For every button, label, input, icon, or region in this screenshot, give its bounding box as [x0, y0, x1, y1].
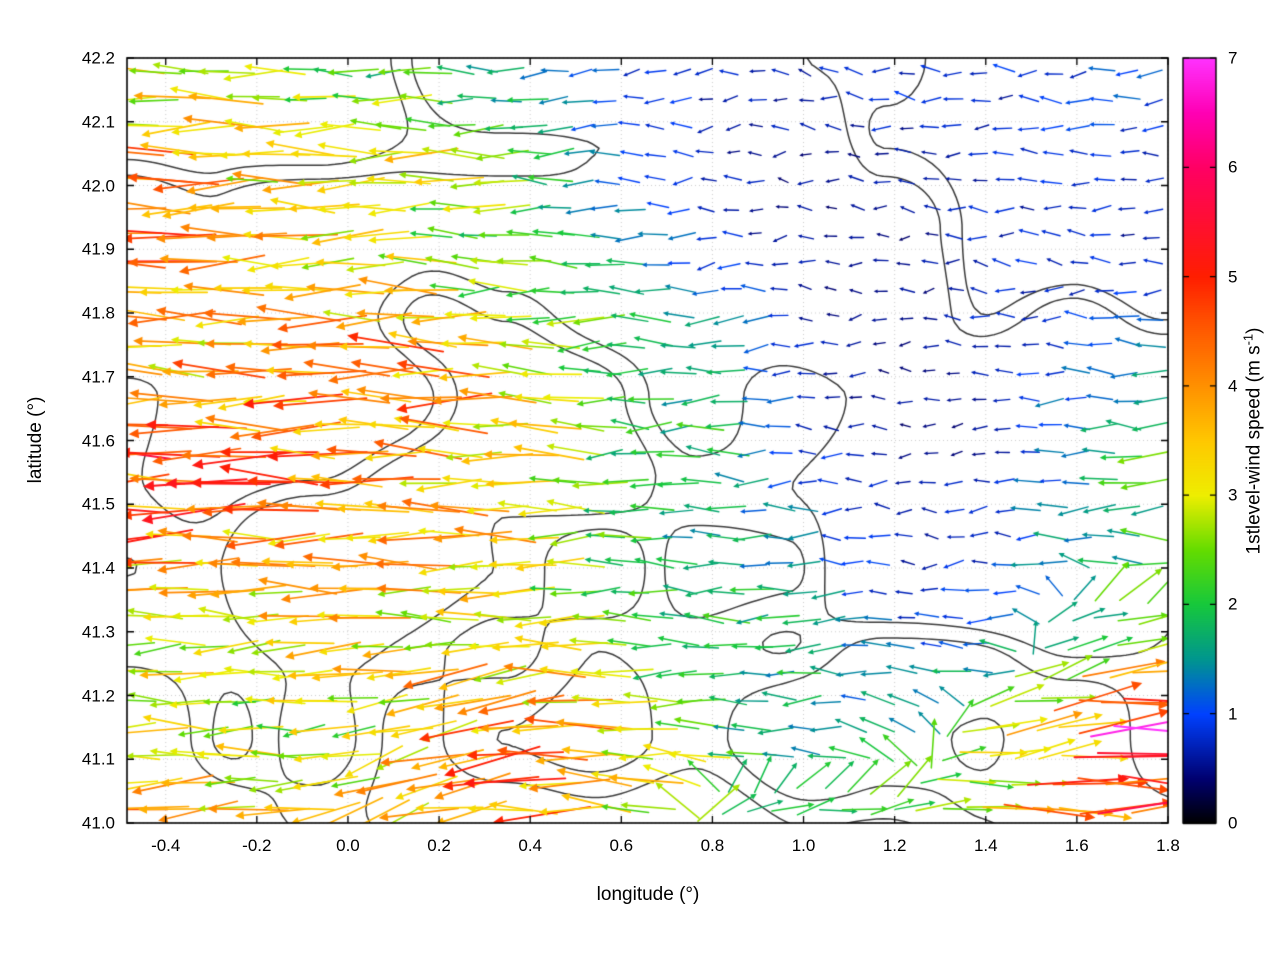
colorbar-tick-label: 3 [1228, 485, 1238, 505]
y-tick-label: 41.9 [81, 239, 115, 259]
y-tick-label: 41.7 [81, 367, 115, 387]
x-tick-label: 1.4 [973, 836, 998, 855]
y-tick-label: 41.3 [81, 622, 115, 642]
x-tick-label: -0.2 [242, 836, 272, 855]
colorbar-title-prefix: 1stlevel-wind speed (m s [1243, 345, 1265, 555]
x-tick-label: 0.2 [427, 836, 451, 855]
y-tick-label: 41.4 [81, 558, 115, 578]
y-tick-label: 41.0 [81, 813, 115, 833]
y-tick-label: 41.5 [81, 494, 115, 514]
colorbar-title: 1stlevel-wind speed (m s-1) [1240, 328, 1265, 555]
x-tick-label: 1.8 [1156, 836, 1180, 855]
x-axis-title: longitude (°) [596, 884, 700, 905]
x-tick-label: 0.4 [518, 836, 543, 855]
y-tick-label: 42.2 [81, 48, 115, 68]
x-tick-label: 1.2 [882, 836, 907, 855]
y-tick-label: 41.2 [81, 686, 115, 705]
y-tick-label: 41.6 [81, 431, 115, 450]
x-tick-label: -0.4 [151, 836, 181, 855]
y-tick-label: 41.1 [81, 749, 115, 769]
colorbar-tick-label: 0 [1228, 813, 1238, 833]
colorbar-title-superscript: -1 [1240, 333, 1256, 346]
x-tick-label: 1.6 [1065, 836, 1089, 855]
colorbar-title-suffix: ) [1243, 327, 1265, 334]
colorbar-tick-label: 4 [1228, 376, 1238, 396]
x-tick-label: 0.0 [336, 836, 360, 855]
colorbar-tick-label: 2 [1228, 594, 1238, 614]
y-axis-title: latitude (°) [25, 396, 46, 484]
y-tick-label: 42.0 [81, 176, 115, 195]
x-tick-label: 0.8 [700, 836, 725, 855]
colorbar-tick-label: 6 [1228, 157, 1238, 177]
colorbar-tick-label: 5 [1228, 267, 1238, 287]
colorbar-tick-label: 7 [1228, 48, 1238, 68]
y-tick-label: 42.1 [81, 112, 115, 132]
x-tick-label: 0.6 [609, 836, 634, 855]
y-tick-label: 41.8 [81, 303, 115, 323]
x-tick-label: 1.0 [791, 836, 816, 855]
colorbar-tick-label: 1 [1228, 704, 1238, 724]
